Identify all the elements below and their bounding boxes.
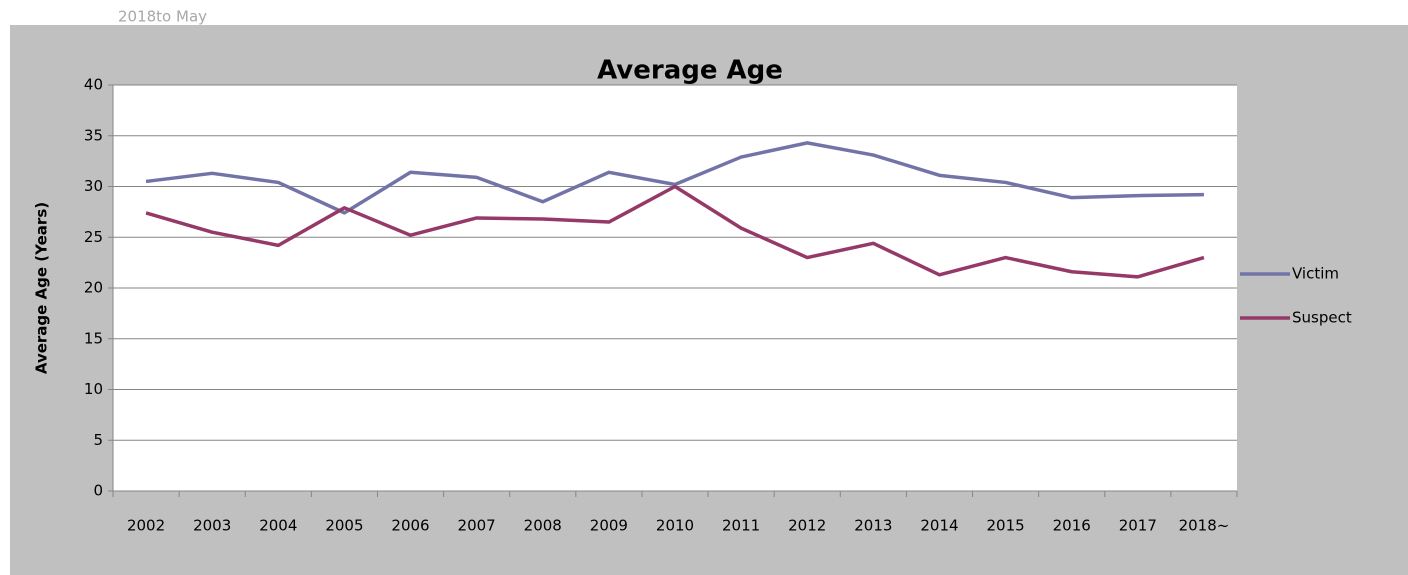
- x-tick-label: 2005: [325, 517, 363, 535]
- y-tick-label: 15: [84, 329, 103, 347]
- y-tick-label: 25: [84, 228, 103, 246]
- legend-label: Victim: [1292, 265, 1339, 283]
- x-tick-label: 2009: [590, 517, 628, 535]
- chart-title: Average Age: [597, 56, 783, 86]
- x-tick-label: 2011: [722, 517, 760, 535]
- x-tick-label: 2015: [986, 517, 1024, 535]
- legend-label: Suspect: [1292, 309, 1352, 327]
- x-tick-label: 2017: [1119, 517, 1157, 535]
- y-tick-label: 10: [84, 380, 103, 398]
- x-tick-label: 2006: [391, 517, 429, 535]
- y-axis-title: Average Age (Years): [33, 202, 51, 374]
- series-line: [145, 184, 1205, 279]
- x-tick-label: 2018~: [1179, 517, 1230, 535]
- y-tick-label: 30: [84, 177, 103, 195]
- x-tick-label: 2010: [656, 517, 694, 535]
- x-tick-label: 2004: [259, 517, 297, 535]
- x-tick-label: 2002: [127, 517, 165, 535]
- x-tick-label: 2007: [458, 517, 496, 535]
- y-tick-label: 0: [93, 482, 103, 500]
- annotation: 2018to May: [118, 8, 207, 26]
- x-tick-label: 2003: [193, 517, 231, 535]
- x-tick-label: 2008: [524, 517, 562, 535]
- y-tick-label: 40: [84, 76, 103, 94]
- y-tick-label: 20: [84, 279, 103, 297]
- y-tick-label: 5: [93, 431, 103, 449]
- x-tick-label: 2016: [1053, 517, 1091, 535]
- x-tick-label: 2012: [788, 517, 826, 535]
- y-tick-label: 35: [84, 126, 103, 144]
- series-line: [145, 141, 1204, 215]
- x-tick-label: 2013: [854, 517, 892, 535]
- x-tick-label: 2014: [920, 517, 958, 535]
